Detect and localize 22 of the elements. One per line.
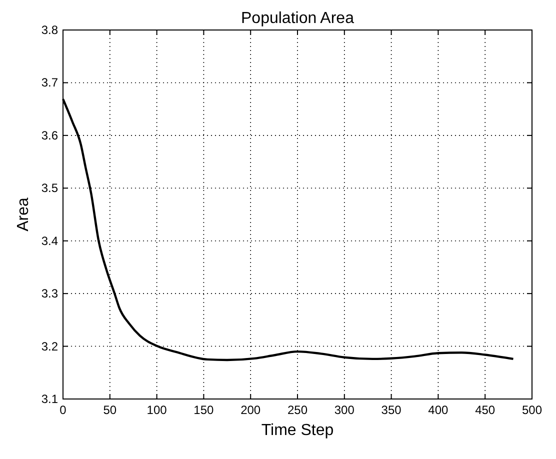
y-tick-label: 3.8: [41, 23, 58, 37]
y-axis-title: Area: [15, 198, 32, 232]
y-tick-label: 3.4: [41, 234, 58, 248]
x-tick-label: 50: [103, 403, 117, 417]
x-tick-label: 250: [287, 403, 308, 417]
x-tick-label: 450: [475, 403, 496, 417]
x-tick-label: 500: [522, 403, 542, 417]
y-tick-label: 3.3: [41, 286, 58, 301]
y-tick-label: 3.2: [41, 339, 58, 354]
y-tick-label: 3.1: [41, 392, 58, 406]
x-tick-label: 0: [60, 403, 67, 417]
x-tick-label: 350: [381, 403, 402, 417]
x-tick-label: 150: [194, 403, 214, 417]
x-tick-label: 100: [146, 403, 168, 417]
y-tick-label: 3.6: [41, 128, 58, 142]
x-tick-label: 300: [334, 403, 355, 417]
y-tick-label: 3.5: [41, 181, 58, 196]
chart-title: Population Area: [241, 10, 354, 27]
x-tick-label: 200: [240, 403, 261, 417]
x-tick-label: 400: [428, 403, 449, 417]
x-axis-title: Time Step: [261, 422, 334, 439]
y-tick-label: 3.7: [41, 76, 58, 90]
